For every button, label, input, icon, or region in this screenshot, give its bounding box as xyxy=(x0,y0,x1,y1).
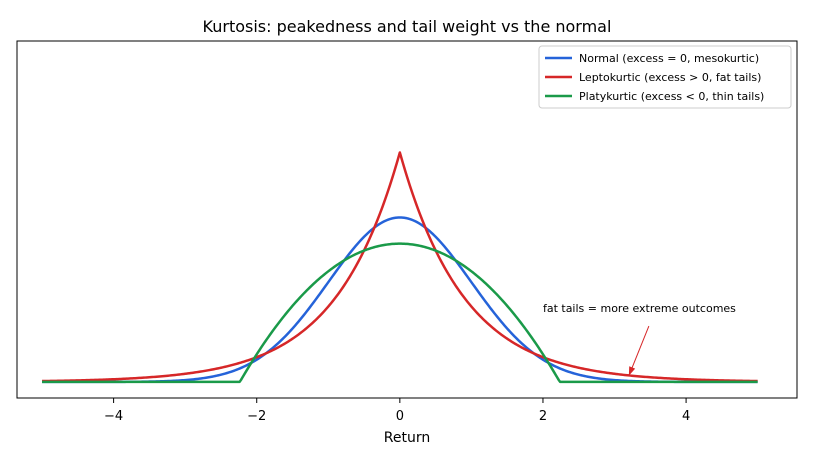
x-tick-label: 0 xyxy=(396,409,404,424)
annotation-layer: fat tails = more extreme outcomes xyxy=(543,302,736,376)
legend-label-platykurtic: Platykurtic (excess < 0, thin tails) xyxy=(579,90,764,103)
x-tick-label: 4 xyxy=(682,409,690,424)
legend-box xyxy=(538,45,792,109)
x-tick-label: −2 xyxy=(247,409,266,424)
annotation-arrow-head xyxy=(628,366,636,376)
series-line-leptokurtic xyxy=(42,151,758,383)
series-layer xyxy=(42,151,758,384)
legend: Normal (excess = 0, mesokurtic) Leptokur… xyxy=(538,45,792,109)
chart-title: Kurtosis: peakedness and tail weight vs … xyxy=(203,17,612,36)
series-line-platykurtic xyxy=(42,242,758,384)
legend-label-normal: Normal (excess = 0, mesokurtic) xyxy=(579,52,759,65)
x-axis: −4 −2 0 2 4 xyxy=(104,398,690,424)
legend-label-leptokurtic: Leptokurtic (excess > 0, fat tails) xyxy=(579,71,761,84)
x-tick-label: 2 xyxy=(539,409,547,424)
x-tick-label: −4 xyxy=(104,409,123,424)
plot-frame xyxy=(16,40,798,399)
x-axis-label: Return xyxy=(384,430,430,446)
annotation-text: fat tails = more extreme outcomes xyxy=(543,302,736,315)
